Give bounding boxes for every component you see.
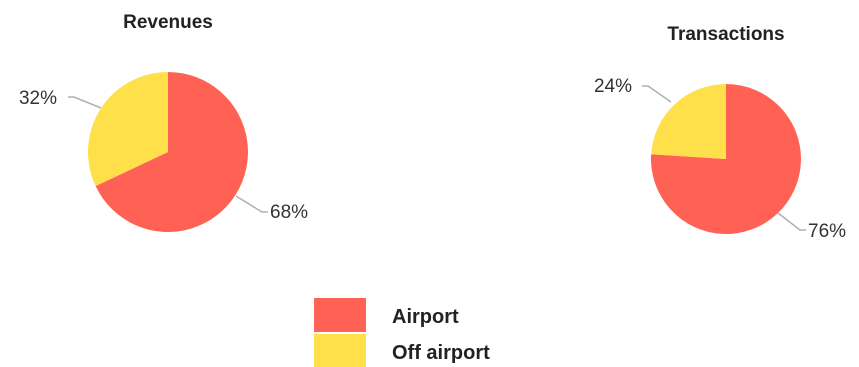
legend: Airport Off airport xyxy=(314,298,490,367)
revenues-data-label-airport: 68% xyxy=(270,202,308,223)
transactions-slice-airport xyxy=(651,84,802,234)
revenues-slices xyxy=(87,72,248,233)
revenues-leader-line-airport xyxy=(235,195,268,213)
revenues-pie-chart: Revenues 68% 32% xyxy=(19,12,308,233)
legend-swatch-off-airport xyxy=(314,334,366,367)
revenues-leader-line-off-airport xyxy=(68,96,102,109)
transactions-slice-off-airport xyxy=(651,84,726,159)
legend-swatch-airport xyxy=(314,298,366,332)
transactions-slices xyxy=(651,84,802,234)
transactions-pie-chart: Transactions 76% 24% xyxy=(594,24,846,242)
transactions-data-label-off-airport: 24% xyxy=(594,76,632,97)
legend-label-off-airport: Off airport xyxy=(392,342,490,364)
transactions-leader-line-airport xyxy=(777,212,806,231)
legend-label-airport: Airport xyxy=(392,306,459,328)
revenues-data-label-off-airport: 32% xyxy=(19,88,57,109)
revenues-chart-title: Revenues xyxy=(123,12,213,33)
revenues-slice-airport xyxy=(95,72,248,233)
revenues-labels: 68% 32% xyxy=(19,88,308,223)
transactions-leader-line-off-airport xyxy=(642,85,672,103)
transactions-data-label-airport: 76% xyxy=(808,221,846,242)
transactions-labels: 76% 24% xyxy=(594,76,846,242)
transactions-chart-title: Transactions xyxy=(667,24,784,45)
revenues-slice-off-airport xyxy=(87,72,168,187)
